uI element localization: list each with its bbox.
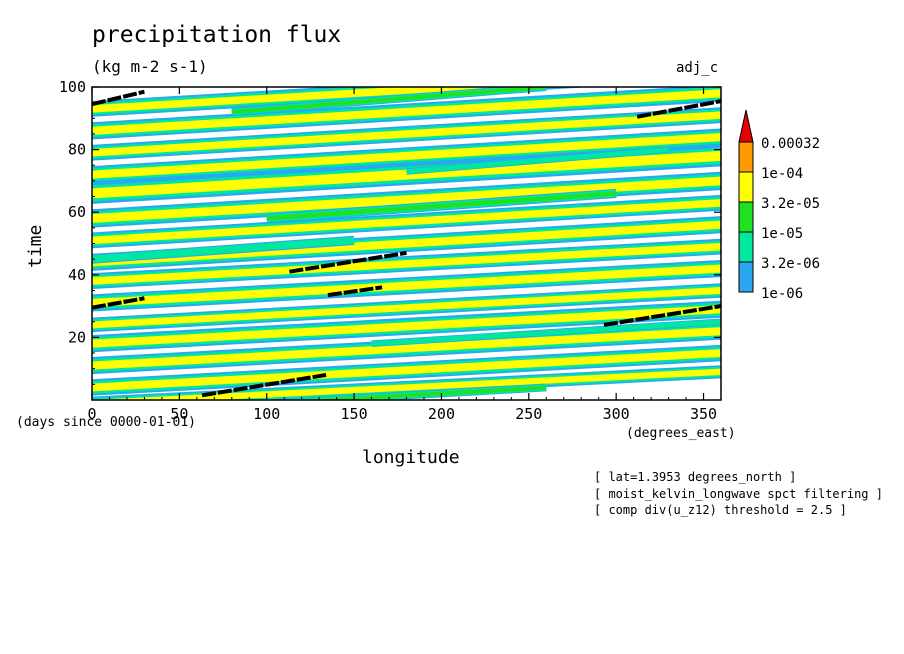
precip-band-9-core — [92, 178, 721, 221]
precip-band-11-core — [92, 134, 721, 177]
precip-band-10-core — [92, 153, 721, 197]
annotation-latitude: [ lat=1.3953 degrees_north ] — [594, 470, 797, 484]
track-line-0 — [92, 89, 145, 107]
precip-band-16-level-1 — [371, 319, 721, 347]
colorbar-box-0 — [738, 261, 754, 293]
track-line-3 — [92, 296, 145, 310]
colorbar-box-4 — [738, 141, 754, 173]
track-line-6 — [201, 372, 327, 398]
track-line-5 — [603, 304, 721, 327]
precip-band-2 — [92, 322, 721, 375]
chart-units: (kg m-2 s-1) — [92, 57, 208, 76]
colorbar-label-4: 1e-04 — [761, 166, 803, 182]
precip-band-2-core — [92, 328, 721, 368]
x-tick-label-150: 150 — [341, 405, 368, 423]
y-tick-label-60: 60 — [68, 203, 86, 221]
precip-band-5-core — [92, 266, 721, 306]
precip-band-5 — [92, 260, 721, 312]
precip-band-20 — [231, 87, 547, 116]
dataset-label: adj_c — [676, 60, 719, 76]
track-line-2 — [289, 250, 407, 274]
precip-band-9 — [92, 171, 721, 228]
precip-band-1 — [92, 344, 721, 396]
x-tick-label-50: 50 — [170, 405, 188, 423]
y-tick-label-100: 100 — [59, 78, 86, 96]
x-axis-ticks: 0 50 100 150 200 250 300 350 — [87, 87, 722, 423]
x-axis-units: (degrees_east) — [626, 426, 736, 441]
precip-band-6-core — [92, 244, 721, 284]
y-axis-ticks: 20 40 60 80 100 — [59, 78, 721, 385]
annotation-threshold: [ comp div(u_z12) threshold = 2.5 ] — [594, 503, 847, 517]
colorbar-label-0: 1e-06 — [761, 286, 803, 302]
precip-band-19-level-1 — [406, 147, 669, 175]
precip-band-13-core — [92, 91, 721, 134]
x-tick-label-100: 100 — [253, 405, 280, 423]
y-tick-label-20: 20 — [68, 328, 86, 346]
chart-title: precipitation flux — [92, 22, 342, 48]
colorbar-label-5: 0.00032 — [761, 136, 820, 152]
x-tick-label-200: 200 — [428, 405, 455, 423]
precip-band-8-core — [92, 200, 721, 243]
phase-line-group — [92, 89, 721, 398]
x-tick-label-250: 250 — [515, 405, 542, 423]
x-tick-label-300: 300 — [603, 405, 630, 423]
precip-band-6 — [92, 238, 721, 289]
y-axis-units: (days since 0000-01-01) — [16, 415, 197, 430]
colorbar-label-1: 3.2e-06 — [761, 256, 820, 272]
y-axis-label: time — [25, 224, 46, 268]
precip-band-18-level-2 — [266, 191, 617, 221]
x-tick-label-0: 0 — [87, 405, 96, 423]
precip-band-3 — [92, 300, 721, 353]
precip-band-4 — [92, 283, 721, 333]
colorbar-label-3: 3.2e-05 — [761, 196, 820, 212]
precip-band-12 — [92, 107, 721, 161]
precip-band-14 — [92, 87, 592, 117]
precip-band-18 — [266, 188, 617, 224]
precip-band-8 — [92, 194, 721, 249]
precip-band-10 — [92, 145, 721, 204]
x-tick-label-350: 350 — [690, 405, 717, 423]
precip-band-13 — [92, 87, 721, 140]
precip-band-17-level-1 — [92, 236, 355, 263]
precip-band-11 — [92, 128, 721, 184]
track-line-4 — [327, 285, 383, 298]
precip-band-17 — [92, 235, 355, 264]
colorbar-label-2: 1e-05 — [761, 226, 803, 242]
y-tick-label-80: 80 — [68, 141, 86, 159]
precip-band-1-core — [92, 350, 721, 390]
annotation-filtering: [ moist_kelvin_longwave spct filtering ] — [594, 487, 883, 501]
colorbar-box-3 — [738, 171, 754, 203]
precip-band-12-core — [92, 113, 721, 155]
x-axis-label: longitude — [362, 447, 460, 468]
colorbar-box-2 — [738, 201, 754, 233]
colorbar: 1e-06 3.2e-06 1e-05 3.2e-05 1e-04 0.00032 — [738, 109, 820, 302]
precip-band-16 — [371, 318, 721, 347]
colorbar-overflow-triangle — [738, 109, 754, 143]
precip-band-4-core — [92, 288, 721, 327]
precip-band-19 — [406, 146, 669, 175]
precip-band-3-core — [92, 306, 721, 346]
colorbar-box-1 — [738, 231, 754, 263]
precip-band-14-core — [92, 87, 494, 111]
y-tick-label-40: 40 — [68, 266, 86, 284]
track-line-1 — [636, 99, 721, 119]
precip-band-20-level-2 — [231, 87, 547, 114]
